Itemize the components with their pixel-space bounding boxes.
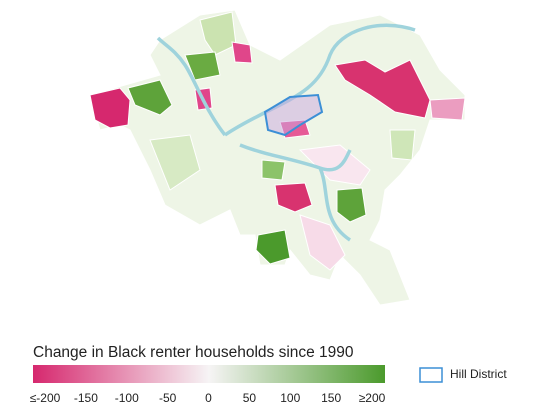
scale-ticks: ≤-200 -150 -100 -50 0 50 100 150 ≥200 [30, 391, 386, 405]
region [255, 229, 291, 265]
scale-tick-label: 100 [280, 391, 300, 405]
hill-district-boundary [263, 93, 324, 137]
region [149, 134, 201, 191]
scale-tick-label: 50 [243, 391, 257, 405]
scale-tick-label: -50 [159, 391, 177, 405]
scale-tick-label: 0 [205, 391, 212, 405]
region [299, 214, 346, 271]
scale-tick-label: ≥200 [359, 391, 386, 405]
region [199, 11, 237, 56]
boundary-label: Hill District [450, 367, 507, 381]
scale-tick-label: ≤-200 [30, 391, 61, 405]
region [127, 79, 173, 116]
river [223, 23, 416, 137]
scale-tick-label: 150 [321, 391, 341, 405]
legend-title: Change in Black renter households since … [33, 344, 354, 361]
region [336, 187, 367, 223]
region [389, 129, 416, 161]
region [274, 182, 313, 213]
scale-tick-label: -150 [74, 391, 98, 405]
scale-tick-label: -100 [115, 391, 139, 405]
region [298, 144, 371, 186]
region [184, 51, 221, 81]
region [429, 97, 466, 121]
river [156, 36, 227, 137]
region [231, 41, 253, 64]
boundary-key [419, 367, 443, 383]
color-scale [33, 365, 385, 383]
rivers [156, 23, 416, 242]
region [89, 87, 131, 129]
river [239, 143, 352, 242]
region [261, 159, 286, 181]
